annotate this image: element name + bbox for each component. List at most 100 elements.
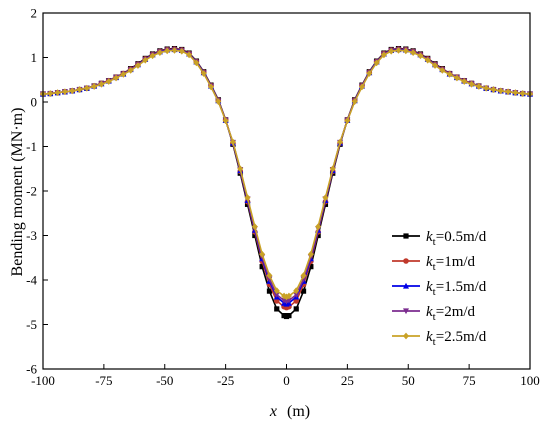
data-point	[351, 98, 358, 105]
legend-entry: kt=2.5m/d	[392, 329, 487, 348]
data-point	[252, 232, 258, 239]
data-point	[446, 71, 453, 78]
legend-label: kt=2m/d	[426, 304, 476, 323]
legend-label: kt=0.5m/d	[426, 229, 487, 248]
data-point	[83, 84, 90, 92]
data-point	[113, 74, 120, 82]
legend-rest: =2m/d	[436, 304, 476, 320]
legend-entry: kt=2m/d	[392, 304, 476, 323]
data-point	[358, 83, 365, 91]
series-line	[42, 47, 531, 318]
data-point	[293, 292, 300, 298]
series-4	[40, 46, 533, 301]
data-point	[259, 250, 266, 258]
x-tick-label: -75	[95, 373, 112, 388]
data-point	[178, 47, 185, 55]
data-point	[403, 282, 409, 289]
data-point	[286, 313, 292, 319]
y-tick-label: -4	[26, 273, 37, 288]
data-point	[461, 78, 468, 85]
data-point	[273, 292, 280, 298]
data-point	[127, 67, 134, 74]
axes-layer: -100 -75 -50 -25 0 25 50 75 100 -6 -5 -4 -3 -2 -1 0 1 2	[26, 6, 540, 389]
data-point	[193, 59, 200, 67]
x-axis-unit: (m)	[287, 403, 310, 420]
y-tick-label: 2	[31, 6, 38, 21]
data-point	[439, 67, 446, 74]
data-point	[259, 264, 265, 270]
data-point	[453, 74, 460, 82]
legend-rest: =1m/d	[436, 254, 476, 270]
data-point	[505, 88, 512, 96]
data-point	[222, 117, 229, 125]
data-point	[300, 288, 307, 294]
data-point	[468, 80, 475, 88]
data-point	[149, 52, 156, 60]
data-point	[403, 308, 409, 315]
data-point	[273, 287, 280, 295]
data-point	[424, 56, 431, 64]
y-tick-label: -2	[26, 184, 37, 199]
data-point	[322, 194, 329, 202]
legend-rest: =2.5m/d	[436, 329, 487, 345]
data-point	[315, 232, 321, 239]
legend-subscript: t	[433, 286, 436, 298]
data-point	[142, 56, 149, 64]
data-point	[244, 194, 251, 202]
series-layer	[40, 46, 533, 320]
data-point	[98, 80, 105, 88]
legend-entry: kt=1m/d	[392, 254, 476, 273]
data-point	[120, 71, 127, 78]
data-point	[61, 88, 68, 96]
data-point	[373, 59, 380, 67]
data-point	[512, 89, 519, 97]
data-point	[410, 49, 417, 57]
data-point	[200, 70, 207, 77]
x-axis-variable: x	[269, 403, 277, 420]
y-tick-label: -6	[26, 362, 37, 377]
x-tick-label: -100	[31, 373, 55, 388]
data-point	[47, 90, 54, 97]
data-point	[105, 78, 112, 85]
legend-entry: kt=0.5m/d	[392, 229, 487, 248]
legend-var: k	[426, 254, 433, 270]
data-point	[395, 46, 402, 54]
data-point	[344, 117, 351, 125]
y-tick-label: -3	[26, 228, 37, 243]
legend-subscript: t	[433, 261, 436, 273]
series-1	[40, 46, 533, 311]
data-point	[519, 90, 526, 97]
x-axis-title: x (m)	[269, 403, 310, 420]
legend-rest: =0.5m/d	[436, 229, 487, 245]
y-tick-label: 0	[31, 95, 38, 110]
y-tick-label: 1	[31, 50, 38, 65]
data-point	[285, 297, 292, 304]
data-point	[403, 332, 409, 340]
data-point	[237, 165, 244, 173]
data-point	[251, 223, 258, 230]
legend-var: k	[426, 304, 433, 320]
data-point	[208, 83, 215, 91]
legend-entry: kt=1.5m/d	[392, 279, 487, 298]
x-tick-label: 0	[283, 373, 290, 388]
data-point	[273, 298, 280, 304]
legend-label: kt=2.5m/d	[426, 329, 487, 348]
data-point	[329, 165, 336, 173]
y-tick-label: -1	[26, 139, 37, 154]
x-tick-label: 100	[520, 373, 540, 388]
data-point	[215, 98, 222, 105]
data-point	[266, 288, 273, 294]
legend: kt=0.5m/dkt=1m/dkt=1.5m/dkt=2m/dkt=2.5m/…	[392, 229, 487, 348]
y-tick-label: -5	[26, 317, 37, 332]
legend-rest: =1.5m/d	[436, 279, 487, 295]
legend-subscript: t	[433, 311, 436, 323]
data-point	[76, 86, 83, 93]
data-point	[308, 264, 314, 270]
data-point	[403, 233, 409, 239]
data-point	[307, 250, 314, 258]
data-point	[69, 87, 76, 95]
data-point	[497, 87, 504, 95]
data-point	[186, 51, 193, 59]
data-point	[403, 258, 409, 264]
